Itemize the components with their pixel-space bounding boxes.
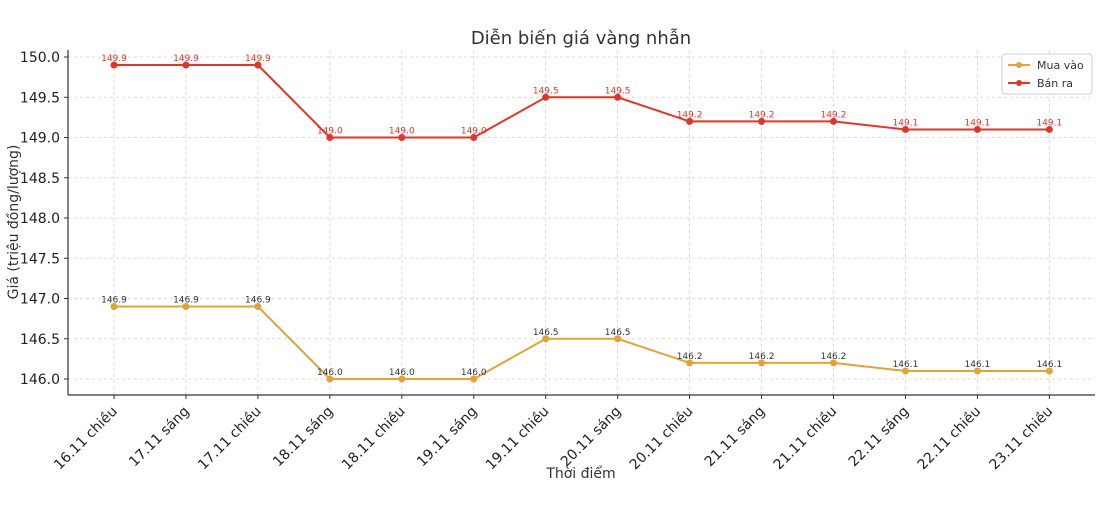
y-tick-label: 148.5 (20, 171, 60, 187)
y-tick-label: 147.0 (20, 292, 60, 308)
data-label: 149.5 (533, 86, 559, 96)
x-axis-label: Thời điểm (545, 465, 615, 482)
data-label: 146.0 (389, 368, 415, 378)
data-point (326, 375, 334, 383)
data-label: 146.0 (317, 368, 343, 378)
data-label: 149.2 (749, 110, 775, 120)
y-tick-label: 146.5 (20, 332, 60, 348)
chart-title: Diễn biến giá vàng nhẫn (471, 28, 691, 49)
x-tick-label: 18.11 sáng (270, 404, 337, 471)
legend-item-ban-ra: Bán ra (1008, 77, 1073, 90)
data-point (110, 61, 118, 69)
data-point (182, 303, 190, 311)
data-point (1045, 125, 1053, 133)
data-point (542, 93, 550, 101)
y-tick-label: 149.5 (20, 90, 60, 106)
y-tick-label: 150.0 (20, 50, 60, 66)
data-label: 149.0 (461, 127, 487, 137)
legend-item-mua-vao: Mua vào (1008, 59, 1084, 72)
legend: Mua vào Bán ra (1001, 53, 1093, 95)
series-mua-vào: 146.9 146.9 146.9 146.0 146.0 146.0 146.5 146.5… (101, 296, 1062, 383)
data-label: 149.2 (821, 110, 847, 120)
data-point (830, 359, 837, 367)
data-point (326, 134, 334, 141)
data-point (973, 367, 981, 375)
x-tick-label: 20.11 sáng (558, 404, 625, 471)
x-tick-label: 22.11 chiều (914, 403, 984, 473)
data-label: 149.2 (677, 110, 703, 120)
data-point (686, 359, 694, 367)
x-tick-label: 16.11 chiều (50, 403, 120, 473)
data-point (614, 93, 622, 101)
data-point (758, 117, 766, 125)
x-tick-label: 19.11 sáng (414, 404, 481, 471)
data-label: 146.9 (245, 296, 271, 306)
data-point (1045, 367, 1053, 375)
x-tick-label: 17.11 chiều (194, 403, 264, 473)
series-bán-ra: 149.9 149.9 149.9 149.0 149.0 149.0 149.5 149.5… (101, 54, 1062, 141)
data-label: 146.1 (1036, 360, 1062, 370)
data-point (830, 117, 837, 125)
data-label: 149.5 (605, 86, 631, 96)
data-point (470, 134, 478, 141)
y-tick-label: 149.0 (20, 131, 60, 147)
x-tick-label: 20.11 chiều (626, 403, 696, 473)
data-label: 146.1 (965, 360, 991, 370)
data-point (398, 375, 406, 383)
data-point (110, 303, 118, 311)
data-point (901, 125, 909, 133)
grid (68, 50, 1095, 395)
x-axis: 16.11 chiều 17.11 sáng 17.11 chiều 18.11 sá… (50, 395, 1056, 473)
data-label: 149.0 (317, 127, 343, 137)
x-tick-label: 19.11 chiều (482, 403, 552, 473)
data-label: 146.5 (533, 328, 559, 338)
x-tick-label: 21.11 sáng (702, 404, 769, 471)
data-label: 149.1 (893, 118, 919, 128)
x-tick-label: 18.11 chiều (338, 403, 408, 473)
data-label: 146.2 (821, 352, 847, 362)
data-label: 146.1 (893, 360, 919, 370)
data-label: 146.2 (749, 352, 775, 362)
data-label: 146.9 (173, 296, 199, 306)
data-point (542, 335, 550, 343)
data-point (398, 134, 406, 141)
svg-text:Mua vào: Mua vào (1037, 59, 1084, 72)
data-label: 149.9 (173, 54, 199, 64)
data-label: 149.0 (389, 127, 415, 137)
data-point (182, 61, 190, 69)
data-point (254, 303, 262, 311)
data-label: 149.1 (1036, 118, 1062, 128)
data-point (686, 117, 694, 125)
data-label: 149.9 (245, 54, 271, 64)
data-label: 149.9 (101, 54, 127, 64)
svg-text:Bán ra: Bán ra (1037, 77, 1073, 90)
y-tick-label: 148.0 (20, 211, 60, 227)
x-tick-label: 22.11 sáng (846, 404, 913, 471)
data-point (758, 359, 766, 367)
x-tick-label: 17.11 sáng (126, 404, 193, 471)
data-label: 146.9 (101, 296, 127, 306)
data-label: 146.5 (605, 328, 631, 338)
data-label: 146.0 (461, 368, 487, 378)
data-point (973, 125, 981, 133)
x-tick-label: 21.11 chiều (770, 403, 840, 473)
data-label: 149.1 (965, 118, 991, 128)
data-label: 146.2 (677, 352, 703, 362)
y-axis: 146.0 146.5 147.0 147.5 148.0 148.5 149.0 149.5… (20, 50, 68, 388)
series-lines: 146.9 146.9 146.9 146.0 146.0 146.0 146.5 146.5… (101, 54, 1062, 383)
data-point (901, 367, 909, 375)
x-tick-label: 23.11 chiều (986, 403, 1056, 473)
y-axis-label: Giá (triệu đồng/lượng) (5, 145, 22, 300)
y-tick-label: 147.5 (20, 251, 60, 267)
data-point (614, 335, 622, 343)
data-point (470, 375, 478, 383)
y-tick-label: 146.0 (20, 372, 60, 388)
data-point (254, 61, 262, 69)
